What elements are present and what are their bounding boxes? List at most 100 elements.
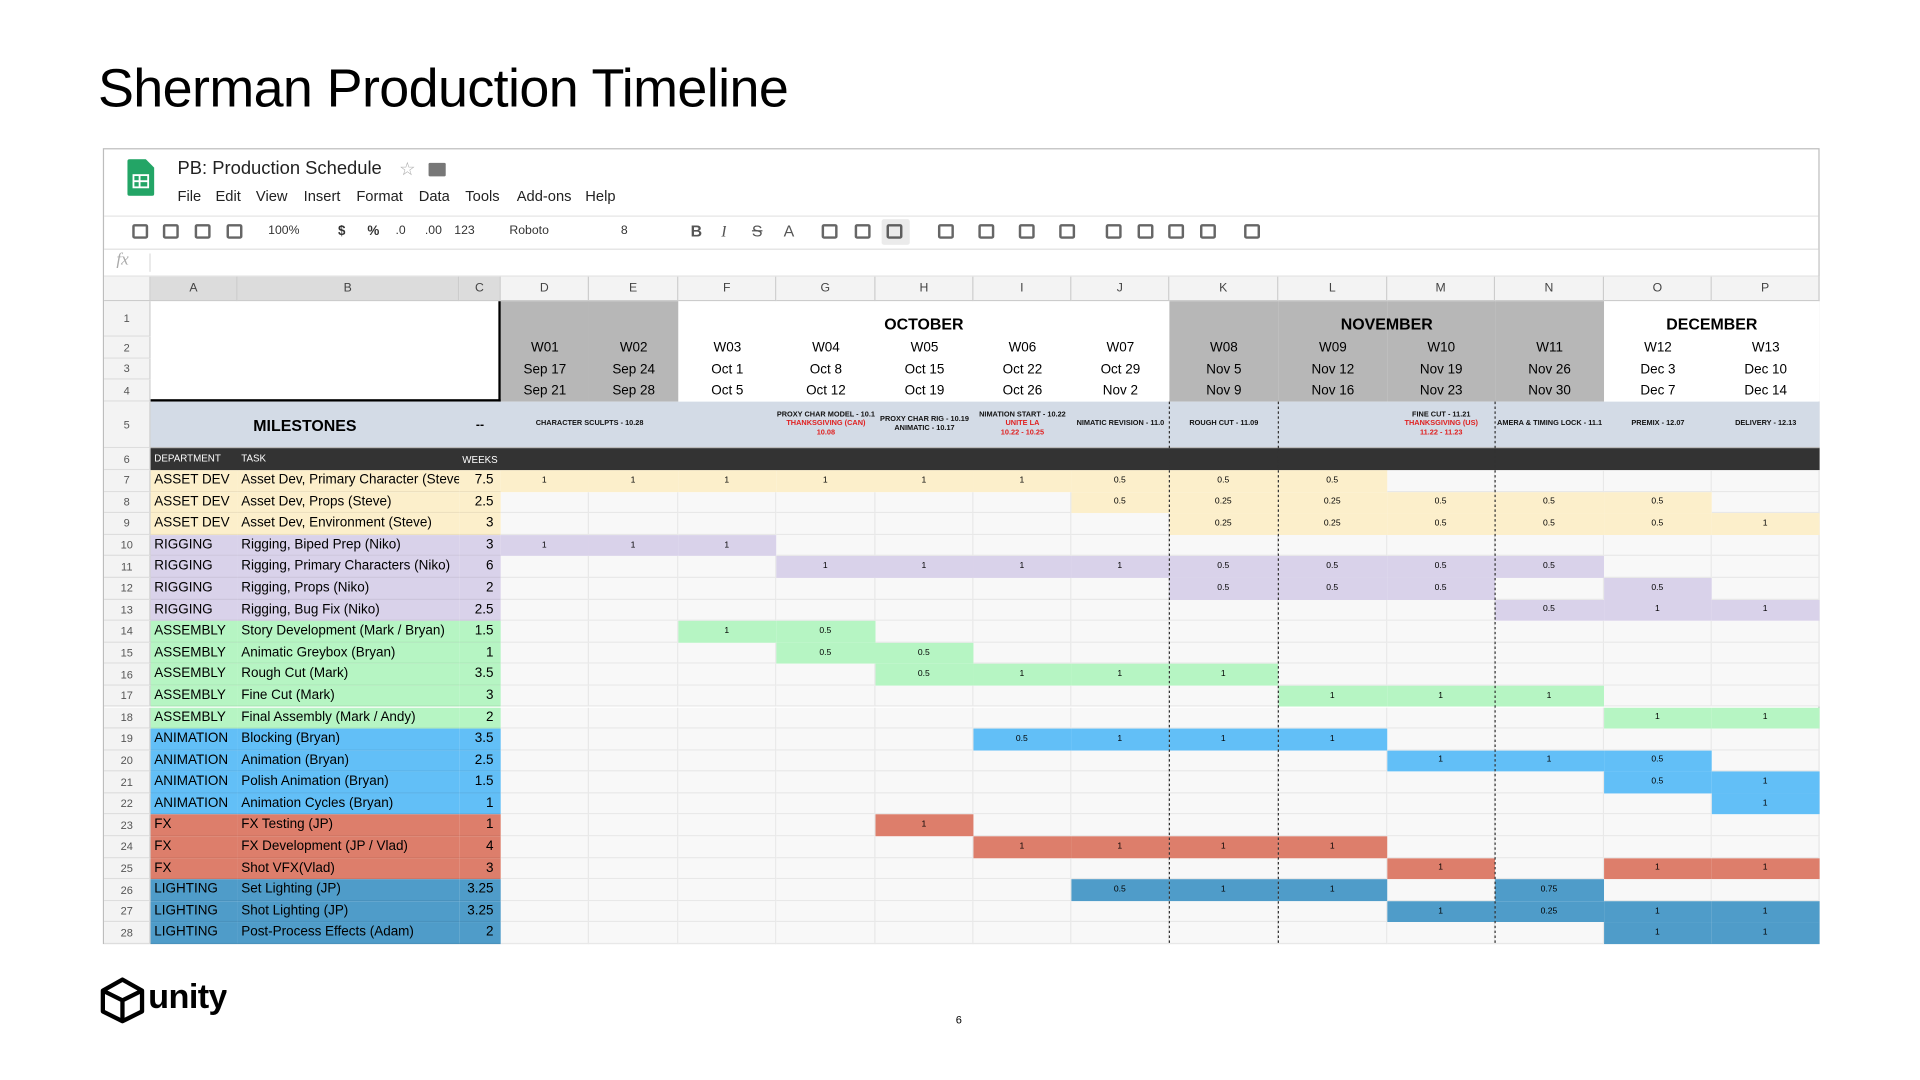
schedule-cell: 0.5 <box>1495 491 1605 514</box>
toolbar-icon[interactable] <box>978 224 995 239</box>
toolbar-item[interactable]: Roboto <box>509 224 549 238</box>
week-header-bg <box>1711 301 1820 402</box>
week-end: Nov 9 <box>1206 383 1242 398</box>
toolbar-icon[interactable] <box>1244 224 1260 239</box>
week-start: Oct 15 <box>904 361 945 377</box>
schedule-cell <box>776 857 876 880</box>
toolbar-item[interactable]: I <box>721 221 727 240</box>
schedule-cell: 1 <box>1604 707 1712 729</box>
toolbar-item[interactable]: 123 <box>454 224 475 238</box>
toolbar-item[interactable]: A <box>783 221 795 240</box>
row-number: 8 <box>104 491 151 514</box>
schedule-cell <box>875 922 974 945</box>
schedule-cell <box>776 491 876 514</box>
schedule-cell: 0.5 <box>1604 491 1712 514</box>
schedule-cell: 1 <box>1711 900 1820 923</box>
schedule-cell: 1 <box>1169 879 1279 901</box>
schedule-cell <box>1711 470 1820 492</box>
doc-title[interactable]: PB: Production Schedule <box>177 157 382 179</box>
toolbar-icon[interactable] <box>821 224 838 239</box>
toolbar-icon[interactable] <box>1137 224 1154 239</box>
schedule-cell <box>1278 750 1388 772</box>
menu-item[interactable]: Data <box>418 187 450 205</box>
weeks-cell: 6 <box>459 556 501 578</box>
schedule-cell: 1 <box>1604 857 1712 880</box>
star-icon[interactable]: ☆ <box>399 159 416 180</box>
column-letter: K <box>1169 276 1279 302</box>
schedule-cell <box>875 750 974 772</box>
toolbar-item[interactable]: 100% <box>268 224 300 238</box>
menu-item[interactable]: Add-ons <box>516 187 572 205</box>
schedule-cell <box>678 685 777 708</box>
week-end: Oct 5 <box>711 383 744 398</box>
schedule-cell <box>678 836 777 858</box>
toolbar-item[interactable]: S <box>751 221 763 240</box>
row-number: 6 <box>104 448 151 471</box>
toolbar-icon[interactable] <box>886 224 903 239</box>
schedule-cell: 1 <box>875 814 974 837</box>
toolbar-icon[interactable] <box>1168 224 1185 239</box>
weeks-cell: 2.5 <box>459 599 501 621</box>
toolbar-item[interactable]: $ <box>337 224 346 239</box>
toolbar-item[interactable]: 8 <box>620 224 628 238</box>
menu-item[interactable]: Format <box>356 187 403 205</box>
schedule-cell <box>678 599 777 621</box>
week-number: W04 <box>812 340 840 356</box>
milestone-text: PREMIX - 12.07 <box>1631 420 1685 428</box>
row-number: 23 <box>104 814 151 837</box>
toolbar-icon[interactable] <box>1059 224 1076 239</box>
schedule-cell: 0.5 <box>1387 491 1496 514</box>
toolbar-icon[interactable] <box>226 224 243 239</box>
menu-item[interactable]: Edit <box>215 187 241 205</box>
milestone-cell: FINE CUT - 11.21 THANKSGIVING (US) 11.22 -… <box>1387 403 1495 447</box>
row-number: 22 <box>104 793 151 815</box>
row-number: 9 <box>104 513 151 535</box>
schedule-cell <box>588 642 679 665</box>
schedule-cell <box>1169 534 1279 557</box>
week-start: Nov 5 <box>1206 361 1242 377</box>
schedule-cell: 1 <box>1387 857 1496 880</box>
schedule-cell <box>588 922 679 945</box>
toolbar-icon[interactable] <box>937 224 954 239</box>
milestone-text: 11.22 - 11.23 <box>1419 429 1463 437</box>
schedule-cell <box>1711 491 1820 514</box>
schedule-cell <box>1495 534 1605 557</box>
toolbar-icon[interactable] <box>194 224 211 239</box>
milestone-cell: NIMATION START - 10.22 UNITE LA 10.22 - 10… <box>973 403 1071 447</box>
toolbar-icon[interactable] <box>1200 224 1216 239</box>
week-header-bg <box>678 301 777 402</box>
schedule-cell: 1 <box>973 556 1072 578</box>
toolbar-icon[interactable] <box>1018 224 1035 239</box>
toolbar-icon[interactable] <box>854 224 871 239</box>
toolbar-item[interactable]: % <box>367 224 380 239</box>
toolbar-item[interactable]: .0 <box>395 224 406 238</box>
header-blank <box>150 301 501 402</box>
schedule-cell: 1 <box>973 664 1072 686</box>
toolbar-item[interactable]: B <box>690 221 703 240</box>
menu-item[interactable]: Insert <box>303 187 341 205</box>
schedule-cell <box>1071 814 1170 837</box>
menu-item[interactable]: View <box>255 187 288 205</box>
schedule-cell <box>973 685 1072 708</box>
menu-item[interactable]: Help <box>585 187 616 205</box>
schedule-cell <box>1278 599 1388 621</box>
weeks-cell: 1.5 <box>459 620 501 643</box>
toolbar-item[interactable]: .00 <box>424 224 442 238</box>
weeks-cell: 3 <box>459 534 501 557</box>
weeks-cell: 2.5 <box>459 491 501 514</box>
department-cell: ASSEMBLY <box>150 620 238 643</box>
schedule-cell: 0.25 <box>1495 900 1605 923</box>
toolbar-icon[interactable] <box>132 224 149 239</box>
toolbar-icon[interactable] <box>162 224 179 239</box>
schedule-cell: 1 <box>678 470 777 492</box>
folder-icon[interactable] <box>428 162 446 177</box>
weeks-cell: 1 <box>459 793 501 815</box>
menu-item[interactable]: Tools <box>465 187 500 205</box>
toolbar-icon[interactable] <box>1105 224 1122 239</box>
milestones-label: MILESTONES <box>253 415 357 435</box>
schedule-cell <box>875 857 974 880</box>
schedule-cell: 1 <box>1387 750 1496 772</box>
schedule-cell <box>1495 620 1605 643</box>
menu-item[interactable]: File <box>177 187 202 205</box>
schedule-cell: 1 <box>1071 728 1170 751</box>
